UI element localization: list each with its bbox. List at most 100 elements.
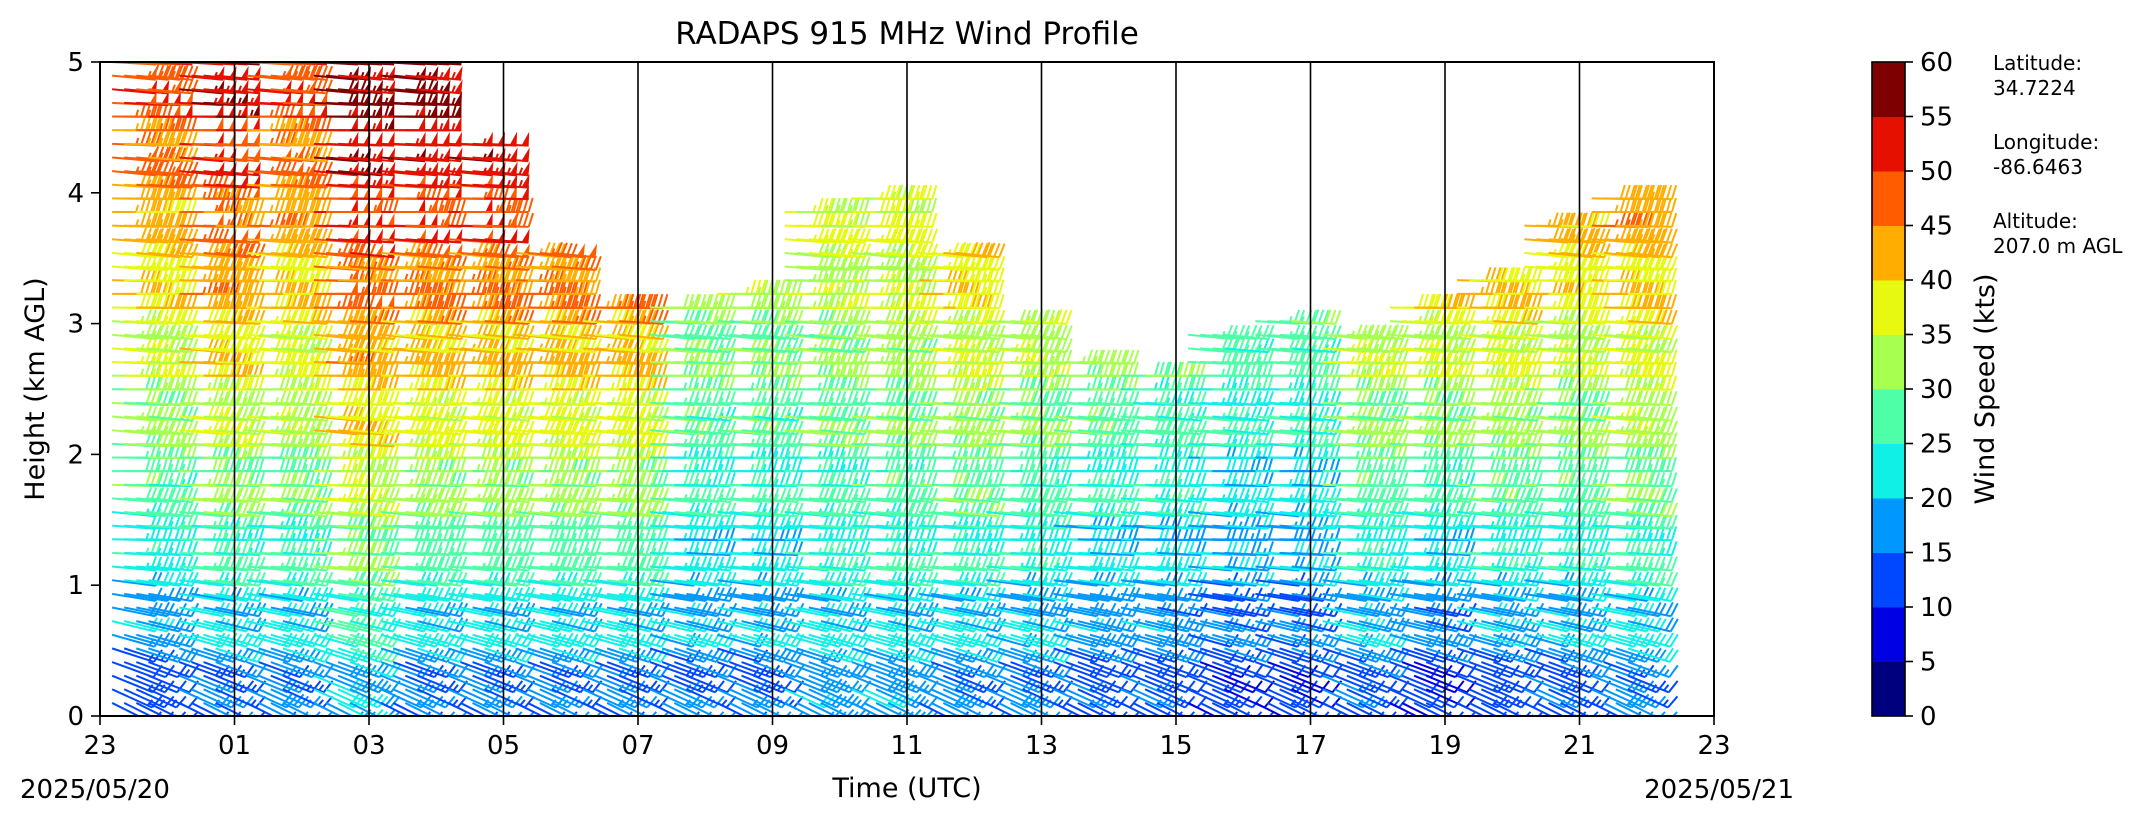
x-axis-ticks: 23 01 03 05 07 09 11 13 15 17 19 21 23 xyxy=(83,716,1731,761)
wind-barb xyxy=(1401,456,1451,473)
latitude-value: 34.7224 xyxy=(1993,76,2076,100)
wind-barb xyxy=(1255,456,1305,473)
y-tick-label: 5 xyxy=(67,48,84,78)
colorbar-tick-label: 0 xyxy=(1920,702,1937,732)
colorbar-segment xyxy=(1872,607,1905,662)
wind-barb xyxy=(1389,456,1439,473)
x-tick-label: 15 xyxy=(1159,731,1192,761)
x-tick-label: 23 xyxy=(1697,731,1730,761)
colorbar-tick-label: 10 xyxy=(1920,593,1953,623)
longitude-value: -86.6463 xyxy=(1993,155,2083,179)
wind-barb xyxy=(148,146,199,163)
wind-barb xyxy=(1322,456,1372,473)
x-tick-label: 17 xyxy=(1294,731,1327,761)
x-tick-label: 23 xyxy=(83,731,116,761)
chart-title: RADAPS 915 MHz Wind Profile xyxy=(675,16,1139,52)
colorbar-segment xyxy=(1872,225,1905,281)
colorbar-segment xyxy=(1872,171,1905,226)
wind-barb xyxy=(1255,375,1305,391)
y-tick-label: 0 xyxy=(67,702,84,732)
x-tick-label: 09 xyxy=(756,731,789,761)
wind-barb xyxy=(148,661,200,679)
wind-barb xyxy=(1267,456,1317,473)
wind-barb xyxy=(325,198,370,214)
wind-barbs xyxy=(111,62,1679,716)
colorbar-label: Wind Speed (kts) xyxy=(1970,273,2001,504)
colorbar-tick-label: 5 xyxy=(1920,648,1937,678)
wind-barb xyxy=(1200,456,1250,473)
colorbar-segment xyxy=(1872,280,1905,335)
wind-barb xyxy=(1457,456,1507,473)
colorbar-segment xyxy=(1872,552,1905,608)
colorbar-tick-label: 20 xyxy=(1920,484,1953,514)
wind-barb xyxy=(112,375,162,391)
wind-barb xyxy=(405,116,450,132)
y-tick-label: 3 xyxy=(67,310,84,340)
wind-barb xyxy=(148,91,194,107)
start-date-label: 2025/05/20 xyxy=(20,775,170,805)
wind-barb xyxy=(148,571,199,587)
colorbar-tick-label: 30 xyxy=(1920,375,1953,405)
wind-barb xyxy=(179,456,229,473)
colorbar-segment xyxy=(1872,62,1905,117)
colorbar-segment xyxy=(1872,334,1905,390)
end-date-label: 2025/05/21 xyxy=(1644,775,1794,805)
wind-barb xyxy=(1053,456,1103,473)
wind-barb xyxy=(729,456,779,473)
wind-barb xyxy=(191,116,236,132)
latitude-label: Latitude: xyxy=(1993,51,2082,75)
wind-barb xyxy=(1591,456,1641,473)
wind-barb xyxy=(136,64,187,81)
y-tick-label: 1 xyxy=(67,571,84,601)
wind-barb xyxy=(136,241,187,259)
wind-barb xyxy=(1065,456,1115,473)
wind-barb xyxy=(393,116,438,132)
wind-barb xyxy=(191,674,242,694)
wind-barb xyxy=(460,212,505,228)
x-tick-label: 13 xyxy=(1025,731,1058,761)
wind-barb xyxy=(717,456,767,473)
colorbar-segment xyxy=(1872,116,1905,172)
colorbar-tick-label: 60 xyxy=(1920,48,1953,78)
longitude-label: Longitude: xyxy=(1993,130,2099,154)
wind-barb xyxy=(998,456,1048,473)
colorbar: 0 5 10 15 20 25 30 35 40 45 50 55 60 xyxy=(1871,48,1953,732)
wind-barb xyxy=(1132,456,1182,473)
wind-barb xyxy=(136,324,187,341)
colorbar-segment xyxy=(1872,661,1905,717)
wind-barb xyxy=(986,456,1036,473)
altitude-label: Altitude: xyxy=(1993,209,2078,233)
wind-barb xyxy=(135,661,188,679)
wind-barb xyxy=(325,212,371,228)
colorbar-tick-label: 55 xyxy=(1920,103,1953,133)
wind-barb xyxy=(919,456,969,473)
colorbar-tick-label: 45 xyxy=(1920,212,1953,242)
colorbar-segment xyxy=(1872,443,1905,499)
wind-barb xyxy=(851,456,901,473)
y-tick-label: 4 xyxy=(67,179,84,209)
wind-barb xyxy=(148,78,199,95)
wind-barb xyxy=(136,501,187,518)
y-axis-ticks: 0 1 2 3 4 5 xyxy=(67,48,100,732)
wind-barb xyxy=(112,456,162,473)
wind-barb xyxy=(784,456,834,473)
colorbar-tick-label: 25 xyxy=(1920,430,1953,460)
wind-barb xyxy=(338,116,383,132)
wind-barb xyxy=(136,556,187,572)
x-tick-label: 19 xyxy=(1428,731,1461,761)
y-tick-label: 2 xyxy=(67,440,84,470)
altitude-value: 207.0 m AGL xyxy=(1993,234,2123,258)
wind-barb xyxy=(135,674,187,694)
colorbar-tick-label: 35 xyxy=(1920,321,1953,351)
wind-barb xyxy=(1322,375,1372,391)
x-tick-label: 03 xyxy=(352,731,385,761)
station-info: Latitude: 34.7224 Longitude: -86.6463 Al… xyxy=(1993,51,2123,258)
wind-barb xyxy=(796,456,846,473)
wind-barb xyxy=(203,116,248,132)
y-axis-label: Height (km AGL) xyxy=(20,277,51,500)
wind-barb xyxy=(662,456,712,473)
colorbar-tick-label: 40 xyxy=(1920,266,1953,296)
wind-barb xyxy=(338,212,383,228)
wind-barb xyxy=(325,116,371,132)
